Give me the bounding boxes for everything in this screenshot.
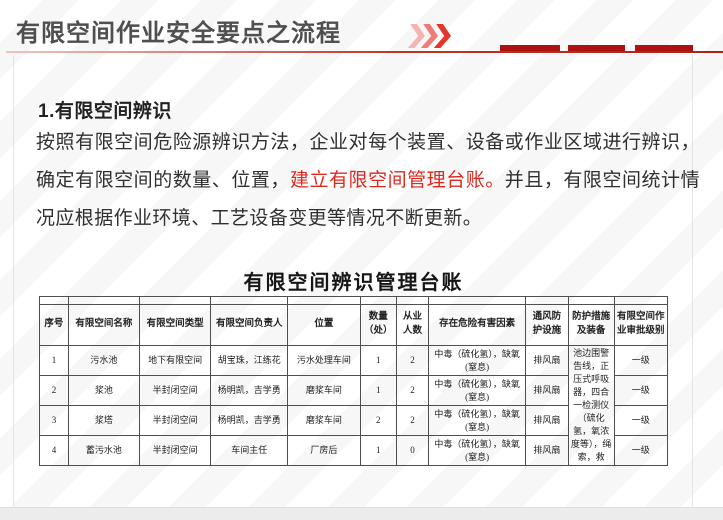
cell-ventilation: 排风扇	[524, 405, 569, 437]
column-header-location: 位置	[287, 304, 361, 346]
cell-no: 1	[39, 344, 69, 377]
table-header-row: 序号 有限空间名称 有限空间类型 有限空间负责人 位置 数量（处） 从业人数 存…	[39, 304, 669, 346]
table-row: 3 浆塔 半封闭空间 杨明凯，吉学勇 磨浆车间 2 2 中毒（硫化氢），缺氧(窒…	[39, 405, 669, 437]
cell-no: 4	[39, 435, 69, 467]
cell-manager: 杨明凯，吉学勇	[210, 405, 289, 437]
cell-count: 1	[359, 435, 397, 467]
column-header-manager: 有限空间负责人	[210, 304, 289, 346]
cell-count: 1	[359, 344, 397, 377]
cell-hazards: 中毒（硫化氢），缺氧(窒息)	[428, 375, 526, 407]
section-heading: 1.有限空间辨识	[38, 101, 172, 122]
table-row: 2 浆池 半封闭空间 杨明凯，吉学勇 磨浆车间 1 2 中毒（硫化氢），缺氧(窒…	[39, 375, 669, 407]
cell-hazards: 中毒（硫化氢），缺氧(窒息)	[428, 405, 526, 437]
cell-ventilation: 排风扇	[524, 435, 569, 467]
cell-no: 2	[39, 375, 69, 407]
table-row: 1 污水池 地下有限空间 胡宝珠，江练花 污水处理车间 1 2 中毒（硫化氢），…	[39, 344, 669, 467]
cell-location: 污水处理车间	[287, 344, 361, 377]
column-header-hazards: 存在危险有害因素	[428, 304, 526, 346]
cell-name: 浆塔	[67, 405, 140, 437]
cell-workers: 0	[395, 435, 430, 467]
triple-chevron-right-icon	[409, 24, 448, 48]
cell-no: 3	[39, 405, 69, 437]
cell-location: 磨浆车间	[287, 375, 361, 407]
cell-approval: 一级	[613, 405, 669, 437]
red-dash	[568, 45, 625, 51]
cell-protection-merged: 池边围警告线，正压式呼吸器，四合一检测仪（硫化氢，氧浓度等），绳索，救	[567, 344, 615, 467]
cell-manager: 胡宝珠，江练花	[210, 344, 289, 377]
cell-workers: 2	[395, 344, 430, 377]
column-header-no: 序号	[39, 304, 69, 346]
table-row: 4 蓄污水池 半封闭空间 车间主任 厂房后 1 0 中毒（硫化氢），缺氧(窒息)…	[39, 435, 669, 467]
ledger-table: 序号 有限空间名称 有限空间类型 有限空间负责人 位置 数量（处） 从业人数 存…	[39, 296, 669, 467]
body-paragraph: 按照有限空间危险源辨识方法，企业对每个装置、设备或作业区域进行辨识，确定有限空间…	[36, 124, 700, 238]
table-title: 有限空间辨识管理台账	[243, 272, 464, 294]
column-header-count: 数量（处）	[359, 304, 397, 346]
paragraph-highlight-red: 建立有限空间管理台账。	[289, 170, 505, 191]
column-header-name: 有限空间名称	[67, 304, 140, 346]
page-title: 有限空间作业安全要点之流程	[16, 20, 341, 47]
cell-hazards: 中毒（硫化氢），缺氧(窒息)	[428, 435, 526, 467]
cell-type: 半封闭空间	[138, 435, 212, 467]
cell-approval: 一级	[613, 375, 669, 407]
cell-approval: 一级	[613, 435, 669, 467]
paragraph-text: 并且，有限空间统计情况应根据作业环境、工艺设备变更等情况不断更新。	[36, 170, 700, 229]
red-dash	[500, 45, 560, 51]
column-header-type: 有限空间类型	[138, 304, 212, 346]
column-header-approval: 有限空间作业审批级别	[613, 304, 669, 346]
cell-ventilation: 排风扇	[524, 375, 569, 407]
cell-type: 半封闭空间	[138, 375, 212, 407]
column-header-protection: 防护措施及装备	[567, 304, 615, 346]
cell-workers: 2	[395, 375, 430, 407]
red-dash	[635, 45, 693, 51]
cell-location: 厂房后	[287, 435, 361, 467]
cell-manager: 杨明凯，吉学勇	[210, 375, 289, 407]
bottom-gray-strip	[0, 507, 723, 520]
content-right-edge	[692, 55, 693, 506]
title-underline	[6, 51, 723, 53]
column-header-ventilation: 通风防护设施	[524, 304, 569, 346]
table-spacer-row	[39, 296, 669, 305]
cell-approval: 一级	[613, 344, 669, 377]
cell-manager: 车间主任	[210, 435, 289, 467]
cell-type: 半封闭空间	[138, 405, 212, 437]
cell-type: 地下有限空间	[138, 344, 212, 377]
content-left-edge	[13, 55, 14, 506]
cell-count: 1	[359, 375, 397, 407]
cell-name: 污水池	[67, 344, 140, 377]
column-header-workers: 从业人数	[395, 304, 430, 346]
cell-count: 2	[359, 405, 397, 437]
chevron-right-icon	[408, 24, 427, 48]
cell-workers: 2	[395, 405, 430, 437]
cell-ventilation: 排风扇	[524, 344, 569, 377]
cell-name: 浆池	[67, 375, 140, 407]
cell-name: 蓄污水池	[67, 435, 140, 467]
cell-location: 磨浆车间	[287, 405, 361, 437]
cell-hazards: 中毒（硫化氢），缺氧(窒息)	[428, 344, 526, 377]
paragraph-text: 按照有限空间危险源辨识方法，企业对每个装置、设备或作业区域进行辨识，确定有限空间…	[36, 132, 700, 191]
